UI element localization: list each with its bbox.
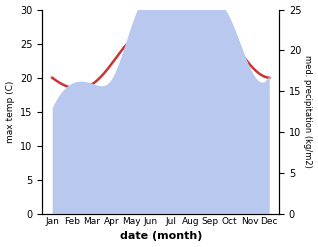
X-axis label: date (month): date (month) [120,231,202,242]
Y-axis label: med. precipitation (kg/m2): med. precipitation (kg/m2) [303,55,313,168]
Y-axis label: max temp (C): max temp (C) [5,81,15,143]
